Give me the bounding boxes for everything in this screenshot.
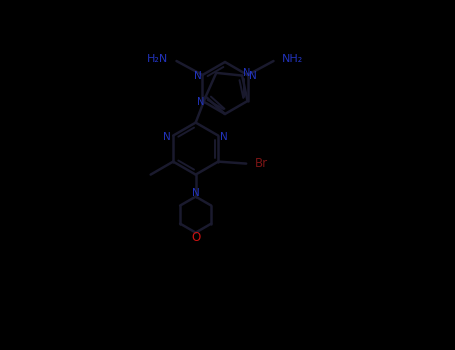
- Text: N: N: [220, 132, 228, 142]
- Text: N: N: [197, 97, 204, 107]
- Text: NH₂: NH₂: [282, 54, 303, 64]
- Text: N: N: [194, 71, 202, 81]
- Text: N: N: [192, 188, 200, 198]
- Text: Br: Br: [255, 157, 268, 170]
- Text: H₂N: H₂N: [147, 54, 168, 64]
- Text: N: N: [163, 132, 171, 142]
- Text: N: N: [243, 68, 251, 78]
- Text: O: O: [191, 231, 200, 244]
- Text: N: N: [248, 71, 256, 81]
